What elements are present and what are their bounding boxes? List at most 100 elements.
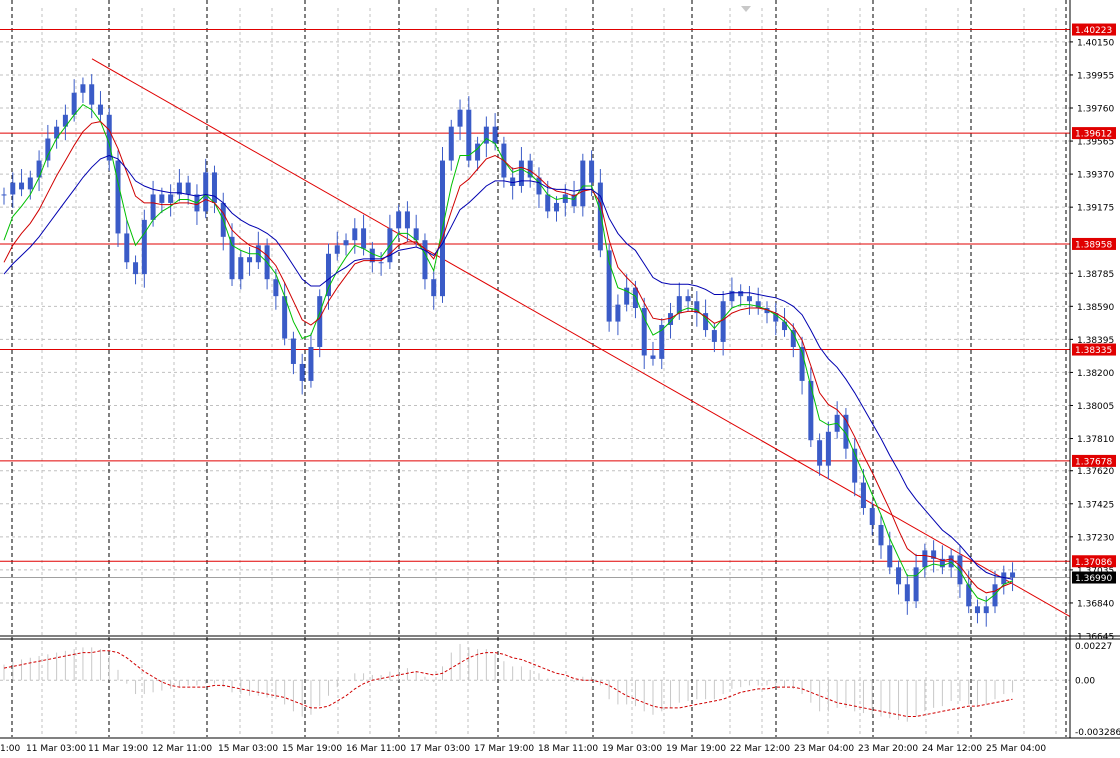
candle-body [282, 296, 288, 339]
candle-body [852, 448, 858, 483]
x-tick-label: 1:00 [0, 744, 20, 754]
y-tick-label: 1.39370 [1077, 171, 1114, 181]
candle-body [115, 160, 121, 234]
candle-body [396, 211, 402, 229]
x-tick-label: 15 Mar 03:00 [218, 744, 278, 754]
candle-body [641, 308, 647, 356]
candle-body [185, 182, 191, 195]
y-tick-label: 1.37230 [1077, 533, 1114, 543]
trendline[interactable] [91, 58, 1071, 617]
candle-body [54, 126, 60, 139]
candle-body [615, 304, 621, 322]
x-tick-label: 17 Mar 19:00 [474, 744, 534, 754]
candle-body [773, 313, 779, 322]
osc-tick-label: 0.00227 [1075, 642, 1112, 652]
candle-body [808, 380, 814, 441]
x-tick-label: 11 Mar 19:00 [88, 744, 148, 754]
price-axis: 1.40150 1.39955 1.39760 1.39565 1.39370 1.391… [1070, 38, 1114, 643]
candle-body [606, 250, 612, 322]
trendline-group[interactable] [91, 58, 1071, 617]
x-tick-label: 12 Mar 11:00 [152, 744, 212, 754]
candle-body [939, 558, 945, 568]
candle-body [361, 228, 367, 249]
oscillator-axis: 0.00227 0.00 -0.003286 [1075, 642, 1120, 738]
candle-body [168, 194, 174, 203]
y-tick-label: 1.38590 [1077, 303, 1114, 313]
candle-body [869, 508, 875, 525]
candle-body [27, 177, 33, 190]
level-label-box [1072, 555, 1116, 568]
x-tick-label: 18 Mar 11:00 [538, 744, 598, 754]
candle-body [799, 347, 805, 381]
candle-body [404, 211, 410, 229]
candle-body [229, 236, 235, 280]
candle-body [659, 324, 665, 359]
level-label: 1.40223 [1075, 26, 1112, 36]
candle-body [571, 194, 577, 207]
x-tick-label: 11 Mar 03:00 [26, 744, 86, 754]
candle-body [510, 177, 516, 186]
candle-body [273, 279, 279, 297]
candle-body [650, 355, 656, 359]
candle-body [887, 545, 893, 568]
candle-body [343, 240, 349, 246]
candle-body [211, 172, 217, 203]
candle-body [974, 606, 980, 614]
candle-body [369, 248, 375, 263]
y-tick-label: 1.37035 [1077, 566, 1114, 576]
level-label: 1.38335 [1075, 346, 1112, 356]
x-tick-label: 17 Mar 03:00 [410, 744, 470, 754]
candle-body [755, 301, 761, 309]
scroll-marker-icon[interactable] [741, 6, 751, 12]
candle-body [378, 262, 384, 264]
y-tick-label: 1.40150 [1077, 38, 1114, 48]
candle-body [62, 114, 68, 127]
y-tick-label: 1.38005 [1077, 402, 1114, 412]
candle-body [518, 160, 524, 186]
candle-body [290, 338, 296, 364]
candle-body [1010, 572, 1016, 578]
grid-lines [0, 8, 1070, 737]
candle-body [957, 555, 963, 585]
level-label-box [1072, 237, 1116, 250]
level-label: 1.38958 [1075, 240, 1112, 250]
candle-body [1001, 572, 1007, 585]
candle-body [203, 172, 209, 212]
candle-body [457, 109, 463, 127]
y-tick-label: 1.36840 [1077, 599, 1114, 609]
candle-body [668, 313, 674, 325]
x-tick-label: 15 Mar 19:00 [282, 744, 342, 754]
candle-body [790, 330, 796, 348]
candle-body [580, 160, 586, 207]
oscillator-signal-line [3, 650, 1013, 717]
candle-body [983, 606, 989, 614]
x-tick-label: 24 Mar 12:00 [922, 744, 982, 754]
candle-body [334, 245, 340, 254]
candle-body [746, 296, 752, 302]
horizontal-levels[interactable] [0, 29, 1070, 579]
osc-tick-label: -0.003286 [1075, 728, 1120, 738]
y-tick-label: 1.39565 [1077, 138, 1114, 148]
candle-body [703, 313, 709, 331]
moving-average-line [3, 121, 1013, 594]
candle-body [694, 301, 700, 314]
candle-body [299, 363, 305, 381]
candle-body [475, 143, 481, 161]
candle-body [36, 160, 42, 178]
level-label-box [1072, 454, 1116, 467]
candle-body [817, 440, 823, 466]
x-tick-label: 16 Mar 11:00 [346, 744, 406, 754]
candle-body [97, 104, 103, 115]
candle-body [10, 182, 16, 195]
candle-body [931, 550, 937, 559]
candle-body [19, 182, 25, 190]
y-tick-label: 1.39760 [1077, 105, 1114, 115]
y-tick-label: 1.37810 [1077, 435, 1114, 445]
candle-body [89, 84, 95, 105]
candle-body [913, 567, 919, 602]
candle-body [176, 182, 182, 195]
candle-body [948, 555, 954, 568]
